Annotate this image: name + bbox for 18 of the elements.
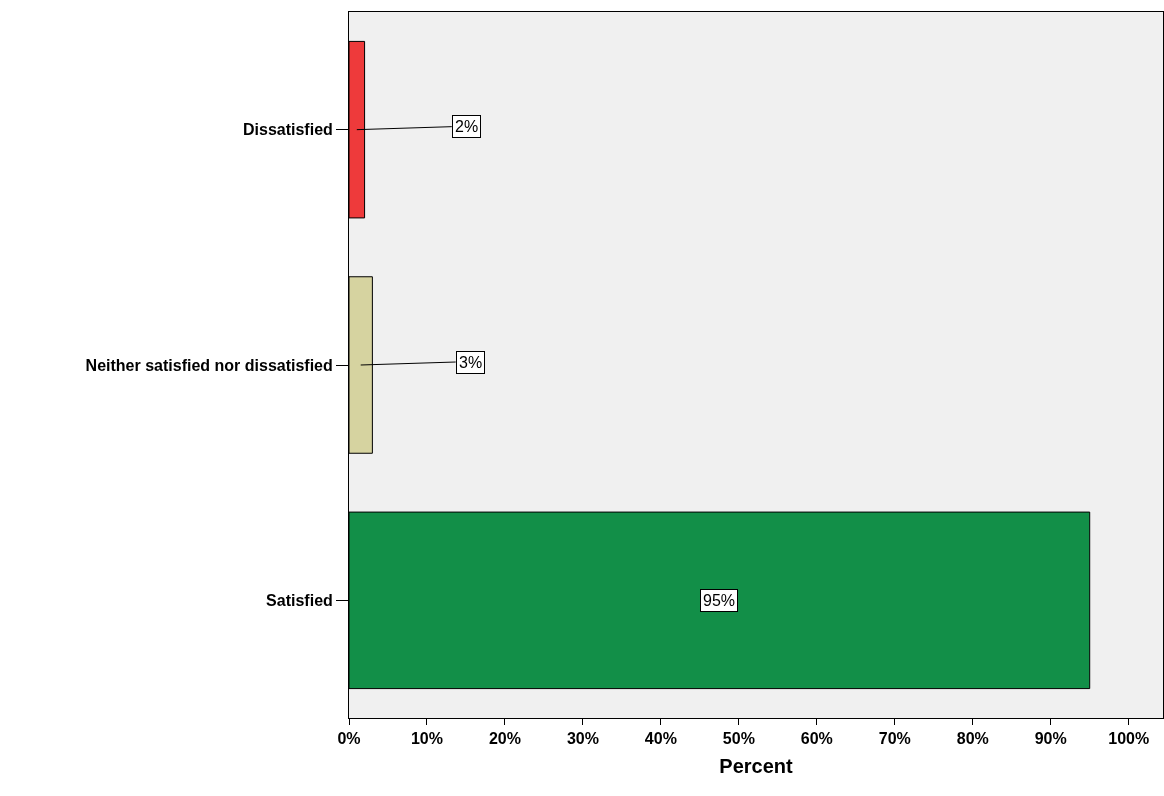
x-tick-label: 100% [1108, 730, 1150, 748]
y-tick-label: Neither satisfied nor dissatisfied [85, 356, 333, 374]
x-axis-title: Percent [719, 754, 794, 777]
x-tick-label: 60% [800, 730, 833, 748]
data-label: 3% [459, 354, 483, 371]
x-tick-label: 50% [722, 730, 755, 748]
x-tick-label: 90% [1034, 730, 1067, 748]
y-tick-label: Satisfied [266, 591, 333, 609]
x-tick-label: 20% [488, 730, 521, 748]
data-label: 95% [703, 592, 736, 609]
x-tick-label: 10% [410, 730, 443, 748]
x-tick-label: 70% [878, 730, 911, 748]
x-tick-label: 0% [337, 730, 361, 748]
y-tick-label: Dissatisfied [242, 121, 333, 139]
x-tick-label: 40% [644, 730, 677, 748]
data-label: 2% [455, 118, 479, 135]
x-tick-label: 30% [566, 730, 599, 748]
x-tick-label: 80% [956, 730, 989, 748]
